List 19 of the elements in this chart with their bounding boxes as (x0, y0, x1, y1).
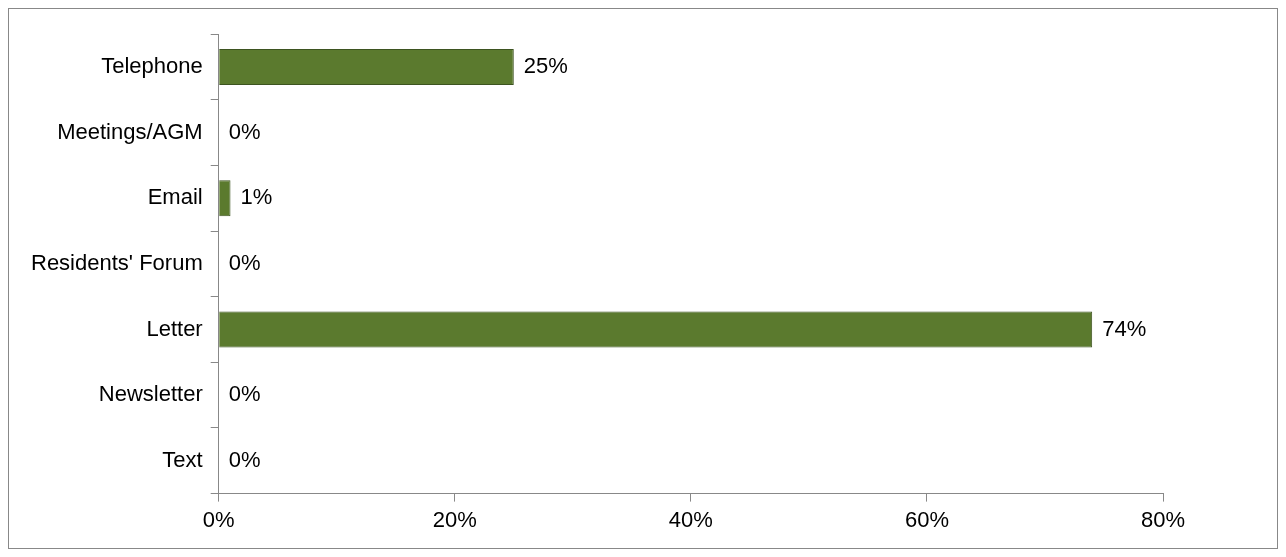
data-label: 25% (523, 53, 568, 79)
y-tick-label: Text (162, 446, 203, 472)
x-tick-label: 0% (202, 506, 235, 532)
data-label: 74% (1102, 315, 1147, 341)
data-label: 0% (228, 446, 261, 472)
x-tick-label: 60% (904, 506, 949, 532)
y-tick-label: Letter (146, 315, 203, 341)
x-tick-label: 80% (1140, 506, 1186, 532)
y-tick-label: Email (147, 184, 203, 210)
data-label: 0% (228, 118, 261, 144)
x-tick-label: 40% (668, 506, 713, 532)
data-label: 0% (228, 249, 261, 275)
data-label: 1% (240, 184, 273, 210)
y-tick-label: Residents' Forum (31, 249, 203, 275)
y-tick-label: Newsletter (98, 381, 203, 407)
y-tick-label: Meetings/AGM (57, 118, 203, 144)
data-label: 0% (228, 381, 261, 407)
y-tick-label: Telephone (101, 53, 203, 79)
x-tick-label: 20% (432, 506, 477, 532)
